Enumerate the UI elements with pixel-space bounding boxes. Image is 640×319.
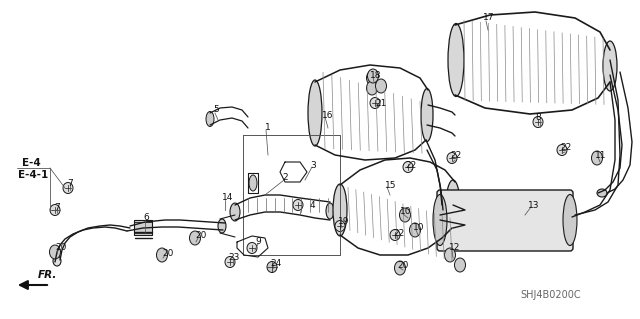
Ellipse shape — [293, 199, 303, 211]
FancyBboxPatch shape — [437, 190, 573, 251]
Text: E-4-1: E-4-1 — [18, 170, 48, 180]
Text: 24: 24 — [270, 258, 281, 268]
Text: 22: 22 — [405, 160, 416, 169]
Ellipse shape — [326, 203, 334, 219]
Text: 10: 10 — [413, 224, 424, 233]
Bar — [134, 220, 152, 235]
Ellipse shape — [394, 261, 406, 275]
Ellipse shape — [533, 116, 543, 128]
Ellipse shape — [333, 184, 347, 236]
Text: 15: 15 — [385, 181, 397, 189]
Ellipse shape — [454, 258, 465, 272]
Text: 1: 1 — [265, 123, 271, 132]
Ellipse shape — [50, 204, 60, 216]
Text: 22: 22 — [450, 151, 461, 160]
Ellipse shape — [63, 182, 73, 194]
Text: 12: 12 — [449, 243, 460, 253]
Text: 7: 7 — [67, 179, 73, 188]
Ellipse shape — [376, 79, 387, 93]
Text: 17: 17 — [483, 13, 495, 23]
Ellipse shape — [563, 195, 577, 246]
Text: 21: 21 — [375, 99, 387, 108]
Text: 20: 20 — [162, 249, 173, 257]
Text: 23: 23 — [228, 254, 239, 263]
Ellipse shape — [53, 256, 61, 266]
Text: 22: 22 — [393, 228, 404, 238]
Text: SHJ4B0200C: SHJ4B0200C — [520, 290, 580, 300]
Ellipse shape — [445, 248, 456, 262]
Ellipse shape — [410, 223, 420, 237]
Ellipse shape — [433, 195, 447, 246]
Ellipse shape — [370, 98, 380, 108]
Ellipse shape — [206, 112, 214, 127]
Bar — [134, 222, 152, 233]
Text: 6: 6 — [143, 213, 148, 222]
Ellipse shape — [308, 80, 322, 146]
Text: 19: 19 — [338, 218, 349, 226]
Ellipse shape — [447, 152, 457, 164]
Text: 14: 14 — [222, 194, 234, 203]
Ellipse shape — [390, 229, 400, 241]
Text: 10: 10 — [400, 207, 412, 217]
Ellipse shape — [247, 242, 257, 254]
Ellipse shape — [267, 262, 277, 272]
Ellipse shape — [421, 88, 433, 142]
Text: 13: 13 — [528, 201, 540, 210]
Text: 11: 11 — [595, 151, 607, 160]
Ellipse shape — [225, 256, 235, 268]
Ellipse shape — [367, 69, 378, 83]
Ellipse shape — [367, 81, 378, 95]
Ellipse shape — [603, 41, 617, 91]
Text: 20: 20 — [55, 243, 67, 253]
Text: 16: 16 — [322, 110, 333, 120]
Text: 5: 5 — [213, 106, 219, 115]
Text: 7: 7 — [54, 204, 60, 212]
Ellipse shape — [448, 24, 464, 97]
Text: 18: 18 — [370, 70, 381, 79]
Ellipse shape — [367, 71, 378, 85]
Ellipse shape — [230, 203, 240, 221]
Text: 2: 2 — [282, 174, 287, 182]
Text: 20: 20 — [195, 232, 206, 241]
Ellipse shape — [157, 248, 168, 262]
Text: 3: 3 — [310, 160, 316, 169]
Text: FR.: FR. — [38, 270, 58, 280]
Ellipse shape — [249, 175, 257, 191]
Text: 8: 8 — [535, 114, 541, 122]
Ellipse shape — [403, 161, 413, 173]
Text: E-4: E-4 — [22, 158, 41, 168]
Ellipse shape — [597, 189, 607, 197]
Ellipse shape — [399, 208, 410, 222]
Ellipse shape — [189, 231, 200, 245]
Text: 4: 4 — [310, 201, 316, 210]
Text: 22: 22 — [560, 144, 572, 152]
Text: 20: 20 — [397, 262, 408, 271]
Ellipse shape — [557, 145, 567, 155]
Ellipse shape — [446, 180, 460, 230]
Ellipse shape — [49, 245, 61, 259]
Ellipse shape — [591, 151, 602, 165]
Ellipse shape — [218, 219, 226, 233]
Ellipse shape — [335, 220, 345, 232]
Text: 9: 9 — [255, 236, 260, 246]
